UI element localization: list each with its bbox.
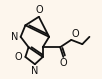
Text: N: N	[31, 66, 39, 76]
Text: N: N	[11, 32, 18, 42]
Text: O: O	[60, 58, 67, 68]
Text: O: O	[35, 5, 43, 15]
Text: O: O	[71, 29, 79, 39]
Text: O: O	[15, 52, 22, 62]
